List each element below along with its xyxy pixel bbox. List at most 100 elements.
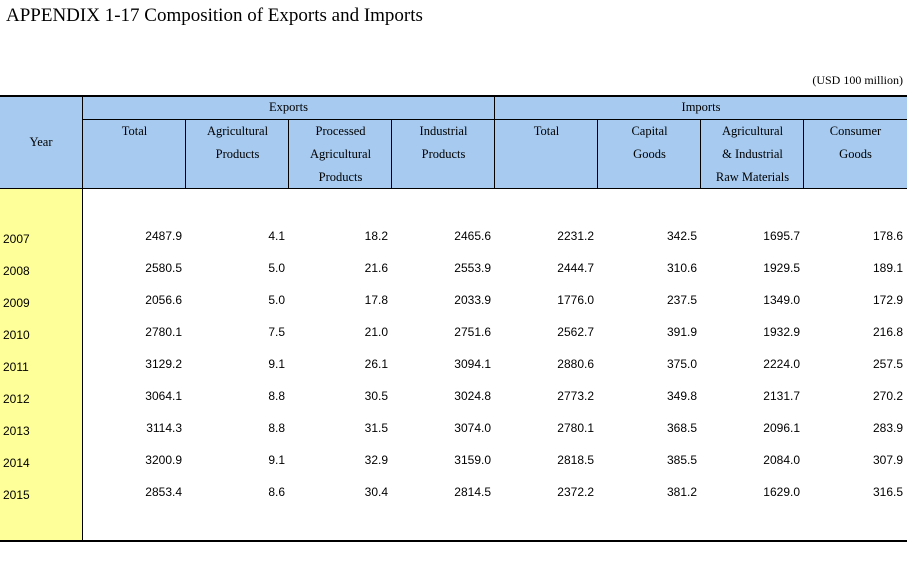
value-cell: 21.6 [364,261,388,275]
year-cell: 2011 [3,360,29,374]
year-cell: 2015 [3,488,30,502]
value-cell: 3159.0 [454,453,491,467]
header-column-divider [391,120,392,189]
value-cell: 2224.0 [763,357,800,371]
column-header-line: Goods [839,147,872,161]
value-cell: 8.6 [268,485,285,499]
column-header: Processed Agricultural Products [289,120,392,189]
column-header-line: Total [121,124,148,138]
value-cell: 310.6 [666,261,697,275]
value-cell: 385.5 [666,453,697,467]
column-header: Consumer Goods [804,120,907,166]
column-header-line: Products [215,147,260,161]
year-header: Year [29,135,53,149]
value-cell: 178.6 [872,229,903,243]
value-cell: 8.8 [268,421,285,435]
header-column-divider [700,120,701,189]
value-cell: 3064.1 [145,389,182,403]
value-cell: 2372.2 [557,485,594,499]
column-header: Total [495,120,598,143]
column-header-line: Total [533,124,560,138]
value-cell: 257.5 [872,357,903,371]
value-cell: 381.2 [666,485,697,499]
value-cell: 2562.7 [557,325,594,339]
value-cell: 2751.6 [454,325,491,339]
value-cell: 18.2 [364,229,388,243]
value-cell: 2084.0 [763,453,800,467]
value-cell: 2880.6 [557,357,594,371]
value-cell: 26.1 [364,357,388,371]
year-cell: 2009 [3,296,30,310]
column-header-line: Agricultural [309,147,372,161]
value-cell: 2131.7 [763,389,800,403]
column-header-line: Products [421,147,466,161]
value-cell: 2553.9 [454,261,491,275]
value-cell: 283.9 [872,421,903,435]
value-cell: 5.0 [268,293,285,307]
value-cell: 189.1 [872,261,903,275]
table-top-rule [0,95,907,97]
unit-label: (USD 100 million) [812,73,903,87]
header-column-divider [288,120,289,189]
column-header: Industrial Products [392,120,495,166]
imports-header: Imports [681,100,721,114]
value-cell: 342.5 [666,229,697,243]
column-header-line: Agricultural [721,124,784,138]
column-header: Agricultural & Industrial Raw Materials [701,120,804,189]
value-cell: 2465.6 [454,229,491,243]
value-cell: 1776.0 [557,293,594,307]
column-header-line: Products [318,170,363,184]
column-header-line: Agricultural [206,124,269,138]
year-cell: 2014 [3,456,30,470]
column-header-line: Consumer [829,124,882,138]
column-header: Total [83,120,186,143]
value-cell: 32.9 [364,453,388,467]
value-cell: 3200.9 [145,453,182,467]
value-cell: 8.8 [268,389,285,403]
value-cell: 3094.1 [454,357,491,371]
value-cell: 3114.3 [146,421,182,435]
value-cell: 7.5 [268,325,285,339]
table-header-background [0,96,907,189]
value-cell: 237.5 [666,293,697,307]
year-column-rule [82,96,83,541]
value-cell: 3024.8 [454,389,491,403]
column-header-line: Capital [631,124,668,138]
year-cell: 2007 [3,232,30,246]
year-cell: 2013 [3,424,30,438]
value-cell: 30.5 [364,389,388,403]
page-title: APPENDIX 1-17 Composition of Exports and… [6,5,423,26]
year-column-background [0,189,82,541]
value-cell: 21.0 [364,325,388,339]
value-cell: 375.0 [666,357,697,371]
value-cell: 30.4 [364,485,388,499]
value-cell: 172.9 [872,293,903,307]
column-header-line: Processed [315,124,366,138]
column-header-line: Goods [633,147,666,161]
value-cell: 349.8 [666,389,697,403]
value-cell: 2056.6 [145,293,182,307]
year-cell: 2012 [3,392,30,406]
header-bottom-rule [0,188,907,189]
value-cell: 2580.5 [145,261,182,275]
value-cell: 2773.2 [557,389,594,403]
value-cell: 9.1 [268,357,285,371]
column-header: Capital Goods [598,120,701,166]
value-cell: 17.8 [364,293,388,307]
header-column-divider [803,120,804,189]
table-bottom-rule [0,540,907,542]
year-cell: 2010 [3,328,30,342]
value-cell: 216.8 [872,325,903,339]
value-cell: 307.9 [872,453,903,467]
column-header-line: Raw Materials [715,170,790,184]
value-cell: 9.1 [268,453,285,467]
year-cell: 2008 [3,264,30,278]
value-cell: 1349.0 [763,293,800,307]
value-cell: 2780.1 [145,325,182,339]
exports-header: Exports [269,100,308,114]
column-header: Agricultural Products [186,120,289,166]
value-cell: 368.5 [666,421,697,435]
value-cell: 2853.4 [145,485,182,499]
header-column-divider [597,120,598,189]
value-cell: 2444.7 [557,261,594,275]
